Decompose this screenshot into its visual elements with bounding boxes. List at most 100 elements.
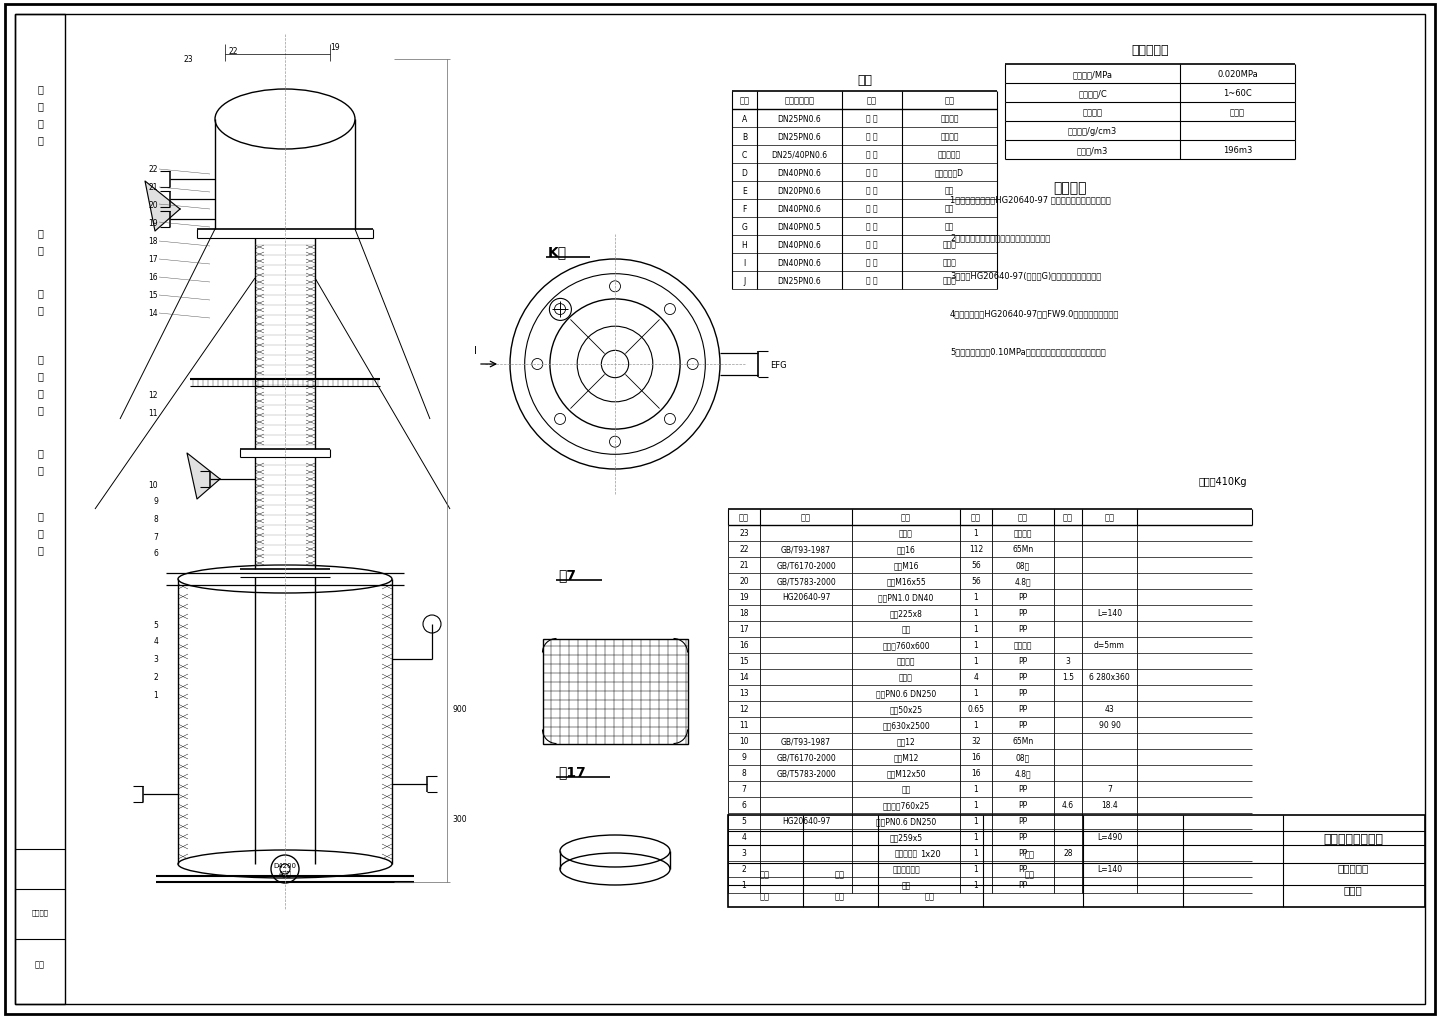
Text: 备注: 备注 — [945, 97, 955, 105]
Text: 平 平: 平 平 — [867, 168, 878, 177]
Text: 112: 112 — [969, 545, 984, 554]
Text: 56: 56 — [971, 560, 981, 570]
Text: K向: K向 — [549, 245, 567, 259]
Text: I: I — [474, 345, 477, 356]
Text: 放净: 放净 — [945, 186, 955, 196]
Text: 1: 1 — [973, 689, 978, 698]
Text: 签: 签 — [37, 447, 43, 458]
Text: PP: PP — [1018, 673, 1028, 682]
Text: 平 平: 平 平 — [867, 258, 878, 267]
Text: d=5mm: d=5mm — [1094, 641, 1125, 650]
Text: 22: 22 — [228, 48, 238, 56]
Text: 螺栓M12x50: 螺栓M12x50 — [886, 768, 926, 777]
Text: 4: 4 — [973, 673, 978, 682]
Text: 18: 18 — [739, 609, 749, 618]
Text: 17: 17 — [739, 625, 749, 634]
Text: 弹垫16: 弹垫16 — [897, 545, 916, 554]
Text: 审核: 审核 — [924, 892, 935, 901]
Text: 1、本产品制造参考HG20640-97 塑料填料吸收塔标准要求。: 1、本产品制造参考HG20640-97 塑料填料吸收塔标准要求。 — [950, 196, 1110, 204]
Text: 水印: 水印 — [35, 960, 45, 968]
Text: 全容积/m3: 全容积/m3 — [1077, 146, 1109, 155]
Text: 21: 21 — [148, 183, 158, 193]
Text: DN40PN0.6: DN40PN0.6 — [778, 204, 821, 213]
Text: D: D — [742, 168, 747, 177]
Text: B: B — [742, 132, 747, 142]
Text: 11: 11 — [148, 408, 158, 417]
Text: 20: 20 — [148, 201, 158, 209]
Text: 56: 56 — [971, 577, 981, 586]
Text: 4.6: 4.6 — [1061, 801, 1074, 810]
Text: 22: 22 — [739, 545, 749, 554]
Text: 3、须按HG20640-97(含附件G)中规定检验质量标准。: 3、须按HG20640-97(含附件G)中规定检验质量标准。 — [950, 271, 1102, 280]
Text: 1: 1 — [973, 593, 978, 602]
Text: 技术特性表: 技术特性表 — [1132, 45, 1169, 57]
Text: PP: PP — [1018, 689, 1028, 698]
Text: 填料50x25: 填料50x25 — [890, 705, 923, 713]
Text: 质量: 质量 — [1063, 513, 1073, 522]
Text: 6: 6 — [153, 549, 158, 558]
Text: 1: 1 — [973, 801, 978, 810]
Text: 螺母M12: 螺母M12 — [893, 753, 919, 762]
Text: 23: 23 — [183, 55, 193, 64]
Text: 0.65: 0.65 — [968, 705, 985, 713]
Bar — [14, 15, 65, 1004]
Text: 气体排出: 气体排出 — [940, 114, 959, 123]
Text: 16: 16 — [148, 273, 158, 282]
Text: 11: 11 — [739, 720, 749, 730]
Text: 196m3: 196m3 — [1223, 146, 1253, 155]
Text: 序号: 序号 — [739, 513, 749, 522]
Text: 改: 改 — [37, 371, 43, 381]
Text: 1x20: 1x20 — [920, 850, 940, 859]
Text: 气体排入: 气体排入 — [940, 132, 959, 142]
Text: 14: 14 — [148, 309, 158, 318]
Text: 月: 月 — [37, 528, 43, 537]
Text: 填板: 填板 — [901, 785, 910, 794]
Text: 1: 1 — [973, 880, 978, 890]
Text: DN25PN0.6: DN25PN0.6 — [778, 114, 821, 123]
Text: 平 平: 平 平 — [867, 186, 878, 196]
Text: 3: 3 — [153, 655, 158, 663]
Text: 标: 标 — [37, 228, 43, 237]
Text: 连接管头类型: 连接管头类型 — [785, 97, 815, 105]
Text: 平 平: 平 平 — [867, 132, 878, 142]
Text: 底座: 底座 — [901, 880, 910, 890]
Text: 3: 3 — [742, 849, 746, 858]
Text: 1: 1 — [973, 625, 978, 634]
Text: 液体排出孔D: 液体排出孔D — [935, 168, 963, 177]
Text: 平 平: 平 平 — [867, 222, 878, 231]
Text: PP: PP — [1018, 705, 1028, 713]
Text: 2: 2 — [153, 673, 158, 682]
Text: 更改标记: 更改标记 — [32, 909, 49, 915]
Text: A: A — [742, 114, 747, 123]
Text: 平 平: 平 平 — [867, 240, 878, 250]
Text: 聚丙烯板: 聚丙烯板 — [1014, 529, 1032, 538]
Text: 筒身630x2500: 筒身630x2500 — [883, 720, 930, 730]
Text: DN40PN0.6: DN40PN0.6 — [778, 168, 821, 177]
Text: 15: 15 — [739, 657, 749, 665]
Text: 改: 改 — [37, 101, 43, 111]
Text: 1: 1 — [973, 720, 978, 730]
Text: 21: 21 — [739, 560, 749, 570]
Text: PP: PP — [1018, 801, 1028, 810]
Text: 尺寸: 尺寸 — [867, 97, 877, 105]
Text: I: I — [743, 258, 746, 267]
Text: PP: PP — [1018, 865, 1028, 873]
Text: 65Mn: 65Mn — [1012, 545, 1034, 554]
Text: 5: 5 — [742, 816, 746, 825]
Text: 法兰PN0.6 DN250: 法兰PN0.6 DN250 — [876, 689, 936, 698]
Text: D4200
4衬板: D4200 4衬板 — [274, 862, 297, 876]
Text: 15: 15 — [148, 291, 158, 301]
Text: 1: 1 — [973, 657, 978, 665]
Text: F: F — [742, 204, 747, 213]
Text: PP: PP — [1018, 657, 1028, 665]
Text: EFG: EFG — [770, 360, 786, 369]
Text: 43: 43 — [1104, 705, 1115, 713]
Text: 10: 10 — [148, 480, 158, 489]
Text: DN25/40PN0.6: DN25/40PN0.6 — [772, 151, 828, 159]
Text: 填料吸收塔总装图: 填料吸收塔总装图 — [1323, 833, 1382, 846]
Text: 总装图: 总装图 — [1344, 884, 1362, 894]
Text: 19: 19 — [330, 44, 340, 52]
Text: 液封板架: 液封板架 — [897, 657, 916, 665]
Text: HG20640-97: HG20640-97 — [782, 593, 831, 602]
Text: 更: 更 — [37, 84, 43, 94]
